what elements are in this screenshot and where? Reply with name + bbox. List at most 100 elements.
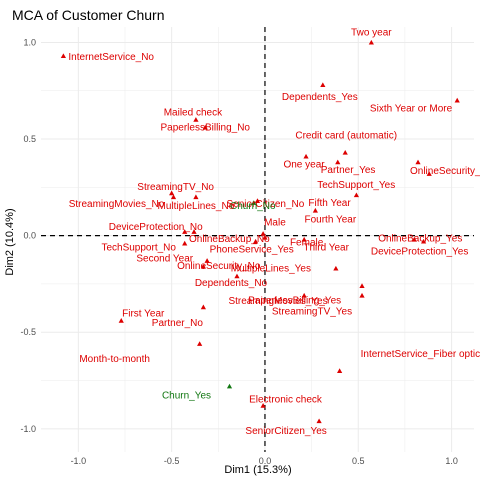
point-marker [301, 292, 307, 298]
point-marker [253, 238, 259, 244]
x-axis-title: Dim1 (15.3%) [224, 464, 291, 476]
point-label: TechSupport_No [101, 242, 176, 253]
x-tick-label: -1.0 [71, 456, 87, 466]
point-label: StreamingMovies_Yes [228, 296, 327, 307]
chart-title: MCA of Customer Churn [12, 7, 165, 23]
point-marker [368, 39, 374, 45]
y-tick-label: 0.0 [23, 231, 36, 241]
point-label: Partner_Yes [321, 165, 376, 176]
point-label: Dependents_No [195, 278, 268, 289]
point-label: Fifth Year [308, 198, 351, 209]
point-marker [316, 418, 322, 424]
point-label: DeviceProtection_No [109, 222, 203, 233]
x-tick-label: 1.0 [445, 456, 458, 466]
point-marker [301, 236, 307, 242]
point-marker [342, 149, 348, 155]
x-tick-label: 0.5 [352, 456, 365, 466]
point-label: PaperlessBilling_Yes [248, 296, 341, 307]
point-marker [426, 171, 432, 176]
point-marker [202, 124, 208, 130]
y-tick-label: -0.5 [20, 327, 36, 337]
point-label: Sixth Year or More [370, 103, 453, 114]
point-marker [333, 265, 339, 271]
point-label: InternetService_Fiber optic [361, 349, 480, 360]
point-label: Churn_No [230, 201, 276, 212]
point-marker [421, 238, 427, 244]
point-marker [254, 198, 261, 203]
point-label: SeniorCitizen_Yes [245, 426, 326, 437]
data-points [60, 39, 460, 424]
point-marker [197, 341, 203, 346]
point-marker [60, 53, 66, 59]
point-marker [169, 190, 175, 196]
point-marker [200, 263, 206, 269]
point-label: Churn_Yes [162, 390, 211, 401]
point-marker [234, 273, 240, 279]
axis-ticks: -1.0 -0.5 0.0 0.5 1.0 -1.0 -0.5 0.0 0.5 1.0 [20, 37, 457, 466]
point-label: Male [264, 218, 286, 229]
point-label: PaperlessBilling_No [160, 122, 250, 133]
point-marker [337, 368, 343, 373]
data-labels: Two year InternetService_No Dependents_Yes… [68, 27, 480, 437]
point-label: OnlineBackup_Yes [378, 234, 462, 245]
point-marker [411, 236, 417, 242]
y-tick-label: 0.5 [23, 134, 36, 144]
point-label: Partner_No [152, 318, 204, 329]
point-marker [204, 258, 210, 263]
point-marker [312, 207, 318, 213]
point-marker [359, 283, 365, 288]
point-marker [182, 229, 188, 234]
point-label: OnlineSecurity_No [177, 261, 261, 272]
point-marker [260, 403, 266, 408]
y-tick-label: 1.0 [23, 37, 36, 47]
point-marker [353, 192, 360, 198]
point-marker [118, 318, 124, 323]
point-label: Month-to-month [79, 354, 150, 365]
point-marker [193, 194, 199, 200]
point-label: Fourth Year [304, 215, 356, 226]
point-label: Electronic check [249, 395, 323, 406]
y-tick-label: -1.0 [20, 424, 36, 434]
point-label: MultipleLines_Yes [231, 263, 311, 274]
point-marker [200, 304, 206, 310]
point-label: First Year [122, 309, 165, 320]
point-label: PhoneService_Yes [210, 244, 294, 255]
point-marker [260, 231, 266, 236]
point-label: Mailed check [164, 108, 223, 119]
point-marker [182, 240, 188, 246]
point-label: StreamingTV_No [137, 182, 214, 193]
point-label: Credit card (automatic) [295, 131, 397, 142]
x-tick-label: 0.0 [259, 456, 272, 466]
point-marker [226, 383, 233, 389]
point-marker [454, 97, 460, 103]
point-marker [320, 82, 326, 88]
point-marker [170, 194, 177, 200]
point-label: StreamingMovies_No [69, 199, 165, 210]
point-label: Female [290, 238, 324, 249]
point-label: One year [283, 159, 325, 170]
point-label: Two year [351, 27, 392, 38]
point-marker [193, 117, 199, 122]
point-label: DeviceProtection_Yes [371, 246, 468, 257]
point-label: OnlineSecurity_Yes [410, 166, 480, 177]
point-label: MultipleLines_No [158, 201, 235, 212]
point-marker [415, 159, 421, 165]
point-label: Second Year [136, 254, 193, 265]
point-marker [335, 159, 341, 165]
point-label: TechSupport_Yes [317, 180, 395, 191]
point-label: SeniorCitizen_No [227, 199, 305, 210]
point-label: Dependents_Yes [282, 92, 358, 103]
y-axis-title: Dim2 (10.4%) [4, 208, 16, 275]
reference-lines [41, 27, 474, 452]
point-marker [359, 292, 365, 298]
point-label: OnlineBackup_No [189, 234, 270, 245]
point-label: StreamingTV_Yes [272, 307, 352, 318]
point-marker [262, 234, 268, 240]
x-tick-label: -0.5 [164, 456, 180, 466]
point-marker [191, 229, 197, 234]
point-label: InternetService_No [68, 52, 154, 63]
point-label: Third Year [303, 243, 349, 254]
point-marker [303, 153, 309, 159]
